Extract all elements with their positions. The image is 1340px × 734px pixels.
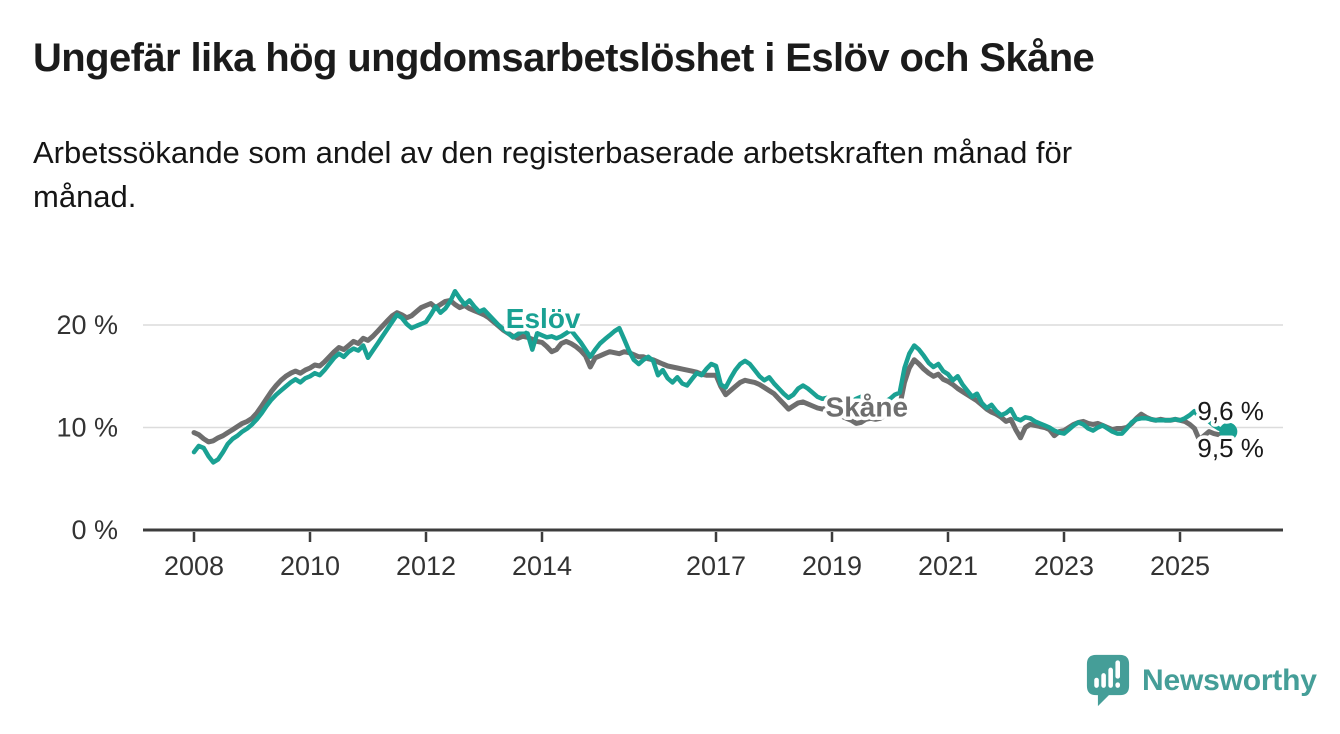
logo-bar-3 (1108, 667, 1113, 688)
x-axis-label: 2012 (396, 551, 456, 581)
x-axis-label: 2010 (280, 551, 340, 581)
series-line-eslov (191, 288, 1231, 465)
subtitle-line-2: månad. (33, 178, 137, 214)
eslov-end-value-label: 9,6 % (1197, 396, 1264, 426)
series-end-dot-eslov (1219, 422, 1238, 441)
skane-end-value-label: 9,5 % (1197, 433, 1264, 463)
x-axis-label: 2008 (164, 551, 224, 581)
logo-exclamation-bar (1115, 660, 1121, 679)
logo-exclamation-dot (1115, 682, 1121, 688)
x-axis-label: 2017 (686, 551, 746, 581)
newsworthy-logo: Newsworthy (1086, 652, 1317, 709)
subtitle-line-1: Arbetssökande som andel av den registerb… (33, 134, 1073, 170)
x-axis-label: 2023 (1034, 551, 1094, 581)
x-axis-label: 2025 (1150, 551, 1210, 581)
x-axis-label: 2014 (512, 551, 572, 581)
skane-series-label: Skåne (826, 392, 909, 423)
chart-subtitle: Arbetssökande som andel av den registerb… (33, 131, 1307, 219)
newsworthy-icon (1086, 654, 1130, 707)
chart-title: Ungefär lika hög ungdomsarbetslöshet i E… (33, 36, 1095, 80)
unemployment-line-chart: 0 % 10 % 20 % 2008 2010 2012 2014 2017 2019 2021 2… (56, 288, 1283, 581)
series-line-skane (191, 297, 1231, 445)
x-axis-label: 2021 (918, 551, 978, 581)
y-axis-label: 10 % (56, 413, 118, 443)
logo-bubble (1086, 654, 1130, 707)
x-axis-label: 2019 (802, 551, 862, 581)
logo-bar-2 (1101, 673, 1106, 688)
y-axis-label: 0 % (71, 515, 118, 545)
logo-bar-1 (1094, 677, 1099, 688)
eslov-series-label: Eslöv (506, 303, 581, 334)
newsworthy-wordmark: Newsworthy (1142, 663, 1317, 697)
y-axis-label: 20 % (56, 310, 118, 340)
